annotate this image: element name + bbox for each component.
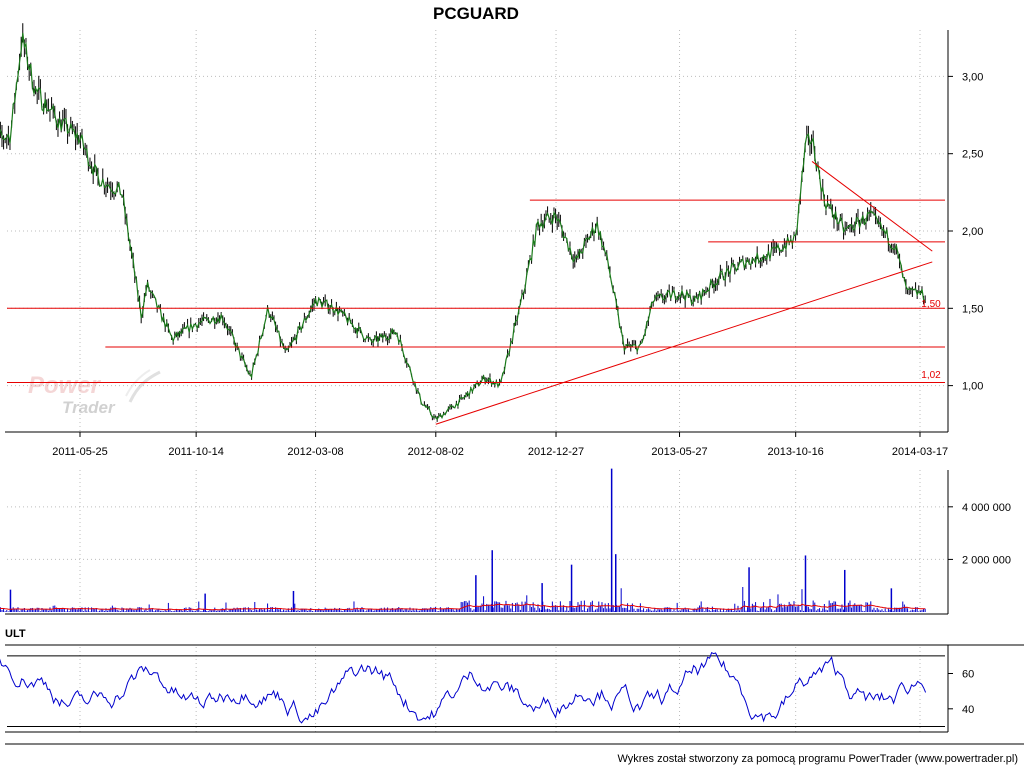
price-y-tick-label-4: 3,00	[962, 71, 983, 83]
ult-y-tick-label-0: 40	[962, 704, 974, 716]
price-y-tick-label-0: 1,00	[962, 381, 983, 393]
ult-y-axis: 40 60	[948, 668, 974, 715]
price-y-tick-label-2: 2,00	[962, 226, 983, 238]
svg-text:Trader: Trader	[62, 398, 116, 417]
x-tick-label-3: 2012-08-02	[408, 446, 464, 458]
x-axis: 2011-05-25 2011-10-14 2012-03-08 2012-08-02…	[52, 432, 948, 458]
ult-panel	[5, 645, 948, 732]
volume-y-axis: 2 000 000 4 000 000	[948, 502, 1011, 567]
level-label-1-02: 1,02	[921, 370, 941, 381]
price-y-tick-label-1: 1,50	[962, 303, 983, 315]
x-tick-label-2: 2012-03-08	[287, 446, 343, 458]
svg-text:Power: Power	[28, 372, 102, 399]
footer-credit: Wykres został stworzony za pomocą progra…	[617, 753, 1018, 765]
x-tick-label-7: 2014-03-17	[892, 446, 948, 458]
chart-title: PCGUARD	[433, 4, 519, 23]
volume-y-tick-label-1: 4 000 000	[962, 502, 1011, 514]
volume-y-tick-label-0: 2 000 000	[962, 554, 1011, 566]
x-tick-label-5: 2013-05-27	[651, 446, 707, 458]
x-tick-label-6: 2013-10-16	[768, 446, 824, 458]
x-tick-label-1: 2011-10-14	[168, 446, 223, 458]
price-y-axis: 1,00 1,50 2,00 2,50 3,00	[948, 71, 983, 392]
level-label-1-50: 1,50	[921, 299, 941, 310]
price-y-tick-label-3: 2,50	[962, 149, 983, 161]
x-tick-label-4: 2012-12-27	[528, 446, 584, 458]
x-tick-label-0: 2011-05-25	[52, 446, 107, 458]
ult-y-tick-label-1: 60	[962, 668, 974, 680]
ult-label: ULT	[5, 628, 26, 640]
